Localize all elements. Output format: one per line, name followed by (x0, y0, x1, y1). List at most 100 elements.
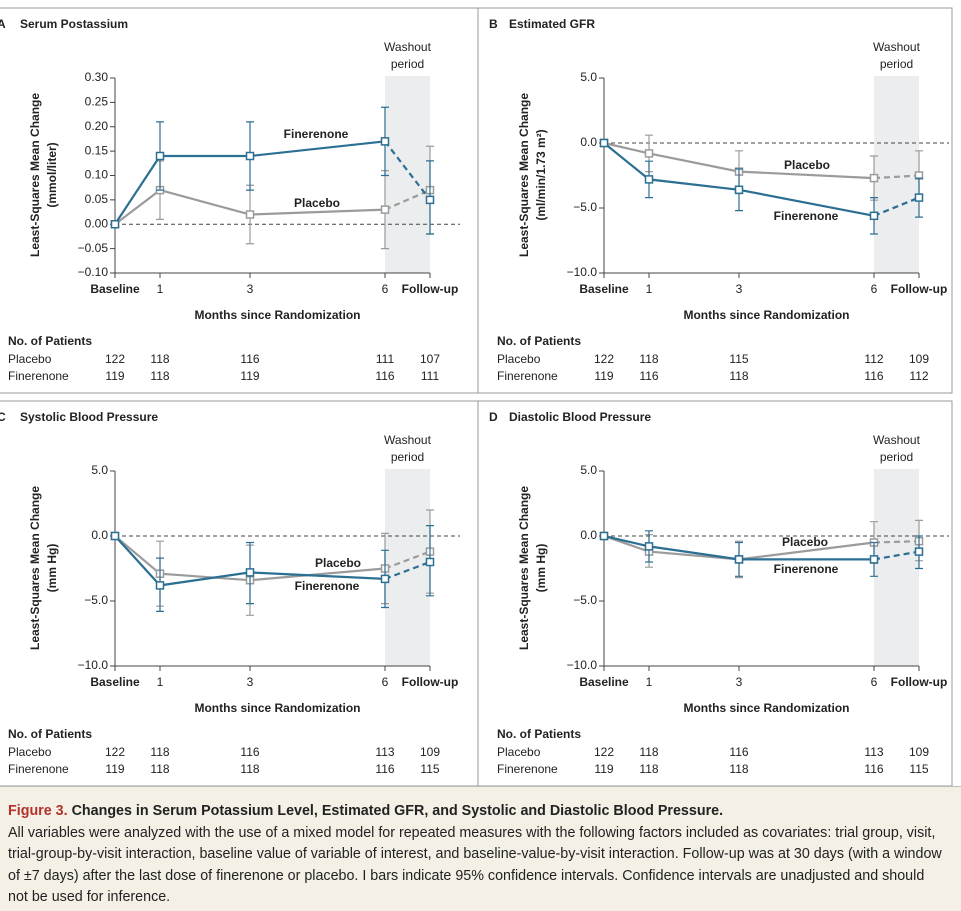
washout-shade (874, 469, 919, 666)
series-line-followup (873, 196, 920, 217)
y-tick-label: 0.30 (85, 70, 109, 84)
table-count: 122 (105, 352, 125, 366)
x-tick-label: 1 (646, 675, 653, 689)
table-count: 118 (729, 369, 748, 383)
table-count: 113 (864, 745, 883, 759)
marker (734, 555, 744, 564)
marker (644, 175, 654, 184)
series-line-followup (384, 560, 431, 580)
y-tick-label: −10.0 (567, 265, 598, 279)
series-line-followup (384, 140, 431, 201)
table-count: 107 (420, 352, 440, 366)
x-tick-label: 3 (247, 282, 254, 296)
marker (734, 185, 744, 195)
table-row-name: Finerenone (8, 762, 69, 776)
table-row-name: Placebo (8, 352, 52, 366)
caption-heading: Figure 3. Changes in Serum Potassium Lev… (8, 801, 947, 823)
series-label: Placebo (315, 556, 361, 570)
marker (425, 557, 435, 567)
table-count: 111 (376, 352, 395, 366)
y-tick-label: 5.0 (91, 463, 108, 477)
marker (155, 581, 165, 590)
y-tick-label: −0.10 (78, 265, 109, 279)
table-row-name: Placebo (497, 745, 541, 759)
table-count: 116 (639, 369, 658, 383)
washout-label: period (391, 450, 424, 464)
table-count: 112 (909, 369, 928, 383)
table-count: 118 (639, 352, 658, 366)
x-tick-label: Follow-up (402, 282, 459, 296)
table-count: 122 (594, 352, 614, 366)
series-line (603, 534, 875, 561)
marker (914, 547, 924, 556)
x-tick-label: 1 (646, 282, 653, 296)
series-line-followup (384, 550, 431, 570)
table-count: 116 (240, 352, 259, 366)
table-title: No. of Patients (497, 334, 581, 348)
washout-shade (385, 469, 430, 666)
y-tick-label: −10.0 (567, 658, 598, 672)
marker (644, 149, 654, 158)
y-axis-title: Least-Squares Mean Change (28, 93, 42, 257)
y-axis-title: (mm Hg) (534, 544, 548, 593)
y-axis-title: (mm Hg) (45, 544, 59, 593)
caption-text: All variables were analyzed with the use… (8, 824, 942, 906)
table-count: 116 (240, 745, 259, 759)
series-line-followup (384, 189, 431, 211)
marker (869, 211, 879, 221)
y-tick-label: 0.0 (580, 135, 597, 149)
table-count: 109 (420, 745, 440, 759)
table-count: 118 (150, 745, 169, 759)
marker (110, 531, 120, 541)
y-tick-label: 0.0 (580, 528, 597, 542)
table-count: 109 (909, 745, 929, 759)
washout-label: period (880, 57, 913, 71)
washout-label: Washout (384, 433, 432, 447)
marker (110, 220, 120, 229)
table-title: No. of Patients (8, 727, 92, 741)
table-count: 116 (864, 369, 883, 383)
table-count: 118 (729, 762, 748, 776)
series-line (114, 535, 386, 582)
washout-shade (874, 76, 919, 273)
marker (380, 574, 390, 584)
series-line (603, 142, 875, 217)
table-count: 118 (150, 352, 169, 366)
series-label: Placebo (782, 535, 828, 549)
table-count: 118 (639, 762, 658, 776)
series-line (603, 534, 874, 561)
series-label: Finerenone (295, 579, 360, 593)
y-tick-label: 0.25 (85, 95, 109, 109)
washout-label: period (391, 57, 424, 71)
series-label: Placebo (294, 196, 340, 210)
series-line (114, 535, 386, 587)
table-count: 118 (639, 745, 658, 759)
y-tick-label: 0.10 (85, 168, 109, 182)
marker (644, 542, 654, 551)
x-tick-label: Baseline (579, 675, 629, 689)
panel-letter: B (489, 17, 498, 31)
y-tick-label: 0.05 (85, 192, 109, 206)
x-tick-label: 6 (382, 675, 389, 689)
panel-title: Estimated GFR (509, 17, 595, 31)
series-line (114, 188, 386, 226)
table-count: 109 (909, 352, 929, 366)
table-count: 113 (375, 745, 394, 759)
figure: A Serum Postassium Washout period −0.10 −0.05… (0, 7, 953, 786)
y-axis-title: Least-Squares Mean Change (28, 486, 42, 650)
table-count: 115 (420, 762, 439, 776)
table-count: 119 (105, 369, 124, 383)
y-tick-label: −5.0 (573, 593, 597, 607)
table-count: 118 (240, 762, 259, 776)
marker (245, 568, 255, 577)
x-tick-label: 1 (157, 282, 164, 296)
series-line (114, 140, 386, 225)
table-row-name: Finerenone (8, 369, 69, 383)
table-count: 111 (421, 369, 440, 383)
y-tick-label: 0.00 (85, 216, 109, 230)
figure-title: Changes in Serum Potassium Level, Estima… (71, 803, 724, 819)
panel-frame (477, 7, 953, 394)
series-label: Finerenone (284, 127, 349, 141)
series-line-followup (873, 540, 920, 544)
marker (869, 555, 879, 564)
